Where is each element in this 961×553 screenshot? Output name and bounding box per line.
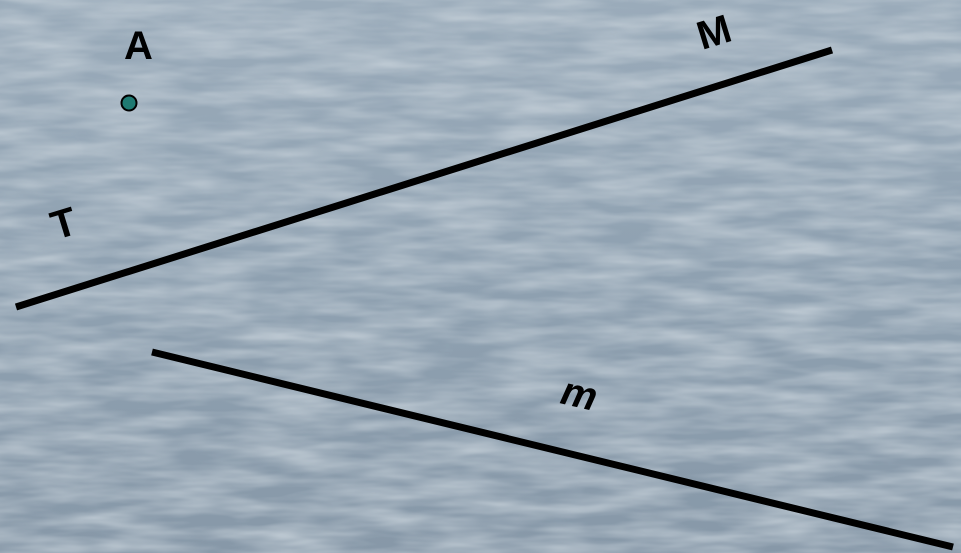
point-a: [120, 94, 138, 112]
lower-line: [151, 348, 954, 551]
upper-line: [14, 46, 834, 311]
label-point-a: A: [124, 24, 153, 68]
